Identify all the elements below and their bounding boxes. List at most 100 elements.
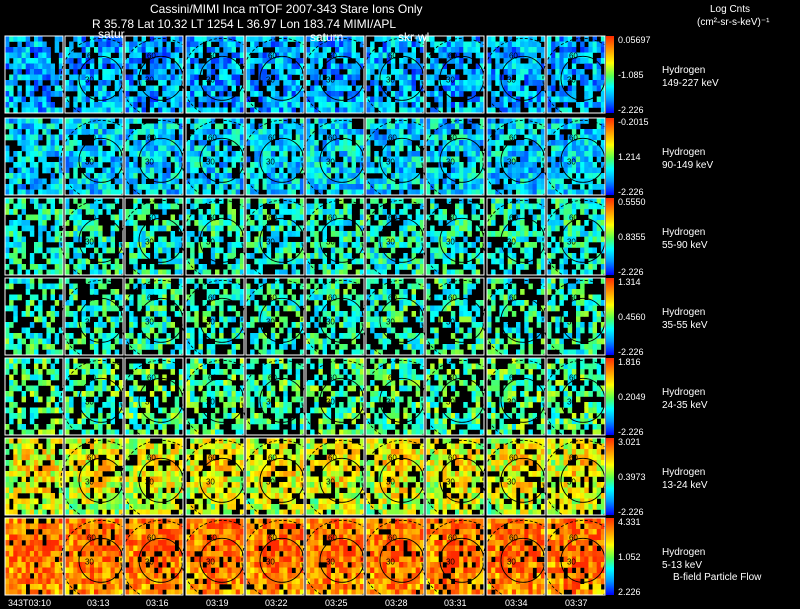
image-panel: 30 60 (361, 117, 443, 201)
image-panel: 30 60 (120, 277, 202, 361)
ring-label: 60 (569, 51, 578, 60)
ring-label: 30 (326, 237, 335, 246)
bfield-flow-label: B-field Particle Flow (673, 572, 762, 583)
image-panel: 30 60 (181, 197, 263, 281)
ring-label: 60 (448, 293, 457, 302)
species-energy-label: Hydrogen 13-24 keV (662, 467, 708, 491)
panel-border (245, 35, 305, 114)
ring-label: 60 (448, 51, 457, 60)
panel-border (546, 117, 606, 196)
panel-border (64, 277, 124, 356)
ring-label: 60 (268, 453, 277, 462)
ring-label: 60 (268, 213, 277, 222)
image-panel: 30 60 (361, 197, 443, 281)
angle-ring (542, 519, 624, 601)
ring-label: 60 (268, 533, 277, 542)
time-label: 03:25 (325, 598, 348, 608)
ring-label: 60 (328, 533, 337, 542)
ring-label: 60 (509, 293, 518, 302)
ring-label: 60 (268, 133, 277, 142)
ring-label: 30 (507, 237, 516, 246)
ring-label: 30 (326, 157, 335, 166)
species-energy-label: Hydrogen 35-55 keV (662, 307, 708, 331)
panel-border (4, 197, 64, 276)
image-panel: 30 60 (60, 35, 142, 119)
colorbar-min: -2.226 (618, 187, 644, 197)
ring-label: 30 (206, 317, 215, 326)
ring-label: 30 (266, 157, 275, 166)
ring-label: 60 (328, 453, 337, 462)
ring-label: 60 (388, 133, 397, 142)
ring-label: 60 (388, 373, 397, 382)
ring-label: 30 (85, 157, 94, 166)
colorbar-max: 4.331 (618, 517, 641, 527)
ring-label: 30 (446, 557, 455, 566)
image-panel: 30 60 (301, 277, 383, 361)
ring-label: 60 (569, 293, 578, 302)
panel-border (185, 117, 245, 196)
ring-label: 60 (569, 133, 578, 142)
ring-label: 30 (567, 477, 576, 486)
ring-label: 30 (85, 317, 94, 326)
ring-label: 60 (147, 373, 156, 382)
image-panel (4, 117, 64, 196)
ring-label: 30 (386, 237, 395, 246)
ring-label: 60 (388, 453, 397, 462)
image-panel: 30 60 (241, 197, 323, 281)
panel-border (64, 117, 124, 196)
ring-label: 60 (268, 293, 277, 302)
panel-border (245, 357, 305, 436)
ring-label: 60 (569, 453, 578, 462)
ring-label: 60 (509, 373, 518, 382)
panel-border (4, 35, 64, 114)
ring-label: 30 (206, 75, 215, 84)
panel-border (185, 357, 245, 436)
panel-border (486, 117, 546, 196)
panel-border (425, 35, 485, 114)
ring-label: 60 (87, 293, 96, 302)
colorbar-min: -2.226 (618, 507, 644, 517)
panel-border (124, 197, 184, 276)
angle-ring (482, 519, 564, 601)
ring-label: 30 (326, 557, 335, 566)
panel-border (486, 277, 546, 356)
colorbar-max: 3.021 (618, 437, 641, 447)
ring-label: 30 (326, 75, 335, 84)
time-label: 03:37 (565, 598, 588, 608)
panel-border (124, 117, 184, 196)
panel-border (425, 357, 485, 436)
panel-border (305, 277, 365, 356)
panel-border (546, 277, 606, 356)
ring-label: 30 (446, 75, 455, 84)
panel-border (546, 35, 606, 114)
image-panel: 30 60 (241, 517, 323, 601)
ring-label: 30 (567, 157, 576, 166)
panel-border (64, 197, 124, 276)
image-panel: 30 60 (542, 437, 624, 521)
time-label: 03:28 (385, 598, 408, 608)
ring-label: 60 (208, 293, 217, 302)
ring-label: 60 (509, 533, 518, 542)
panel-border (245, 437, 305, 516)
ring-label: 60 (87, 533, 96, 542)
colorbar-min: -2.226 (618, 347, 644, 357)
colorbar-mid: 0.8355 (618, 232, 646, 242)
time-label: 03:22 (265, 598, 288, 608)
ring-label: 30 (145, 75, 154, 84)
colorbar-max: 0.05697 (618, 35, 651, 45)
colorbar (606, 198, 614, 275)
ring-label: 30 (145, 237, 154, 246)
ring-label: 60 (448, 133, 457, 142)
ring-label: 30 (266, 317, 275, 326)
ring-label: 60 (388, 213, 397, 222)
ring-label: 60 (388, 293, 397, 302)
species-energy-label: Hydrogen 90-149 keV (662, 147, 714, 171)
colorbar-min: -2.226 (618, 427, 644, 437)
ring-label: 60 (87, 51, 96, 60)
species-energy-label: Hydrogen 5-13 keV (662, 547, 706, 571)
panel-border (4, 277, 64, 356)
panel-border (486, 437, 546, 516)
ring-label: 30 (266, 477, 275, 486)
image-panel: 30 60 (301, 197, 383, 281)
